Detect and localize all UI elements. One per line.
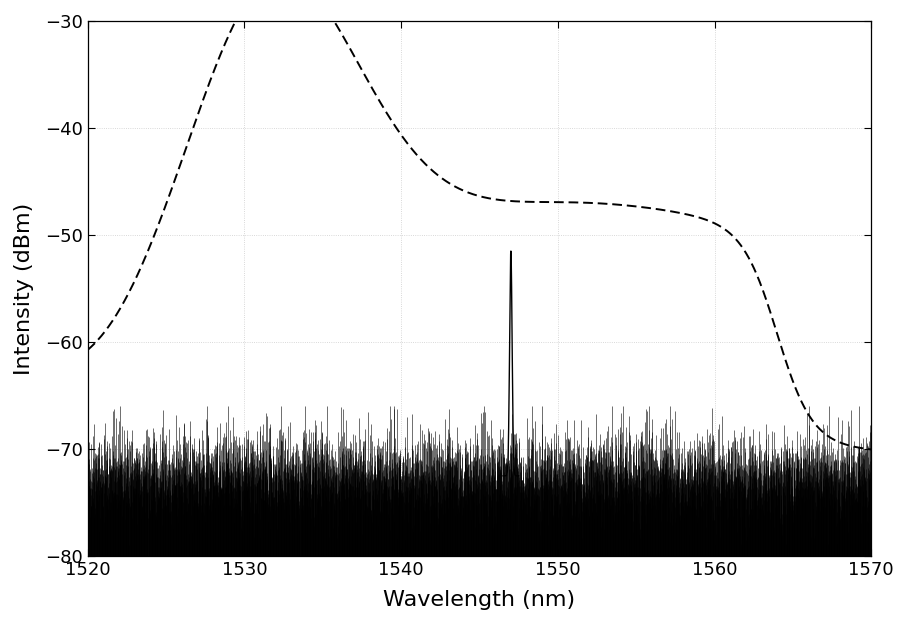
Y-axis label: Intensity (dBm): Intensity (dBm) [14,202,34,374]
X-axis label: Wavelength (nm): Wavelength (nm) [383,590,576,610]
